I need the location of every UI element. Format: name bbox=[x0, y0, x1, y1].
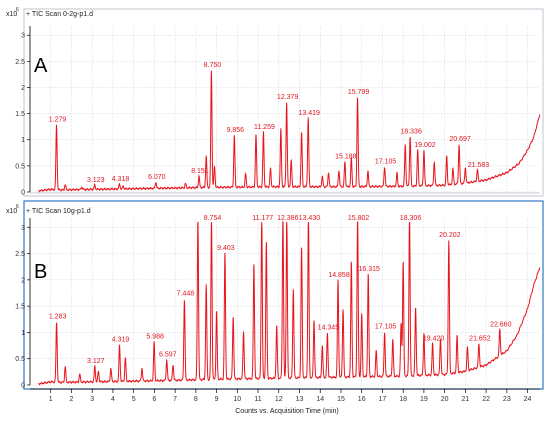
panel-a-scale-label: x10 bbox=[6, 11, 17, 18]
x-tick-label: 2 bbox=[70, 396, 74, 403]
panel-b-y-axis: 0 0.5 1 1.5 2 2.5 3 bbox=[15, 218, 31, 390]
y-tick-label: 0 bbox=[21, 190, 25, 197]
y-tick-label: 2 bbox=[21, 277, 25, 284]
x-tick-label: 1 bbox=[49, 396, 53, 403]
panel-b-tic-trace bbox=[38, 220, 541, 386]
peak-label: 1.279 bbox=[49, 116, 67, 123]
peak-label: 3.127 bbox=[87, 358, 105, 365]
peak-label: 20.697 bbox=[449, 136, 471, 143]
panel-b-scale-exponent: 6 bbox=[16, 204, 19, 210]
peak-label: 21.652 bbox=[469, 336, 491, 343]
peak-label: 15.802 bbox=[348, 215, 370, 222]
peak-label: 15.799 bbox=[348, 89, 370, 96]
y-tick-label: 1.5 bbox=[15, 111, 25, 118]
y-tick-label: 3 bbox=[21, 33, 25, 40]
peak-label: 20.202 bbox=[439, 232, 461, 239]
peak-label: 19.002 bbox=[414, 142, 436, 149]
x-axis-ticks: 1 2 3 4 5 6 7 8 9 10 11 12 13 14 15 16 17 18 19 20 21 22 23 24 bbox=[49, 389, 532, 403]
panel-b-scale-label: x10 bbox=[6, 208, 17, 215]
peak-label: 17.105 bbox=[375, 324, 397, 331]
peak-label: 9.403 bbox=[217, 245, 235, 252]
peak-label: 18.336 bbox=[400, 128, 422, 135]
x-tick-label: 6 bbox=[152, 396, 156, 403]
x-tick-label: 15 bbox=[337, 396, 345, 403]
x-axis-label: Counts vs. Acquisition Time (min) bbox=[235, 408, 338, 415]
x-tick-label: 14 bbox=[316, 396, 324, 403]
peak-label: 3.123 bbox=[87, 177, 105, 184]
x-tick-label: 22 bbox=[482, 396, 490, 403]
y-tick-label: 1 bbox=[21, 330, 25, 337]
x-tick-label: 8 bbox=[194, 396, 198, 403]
peak-label: 4.319 bbox=[112, 337, 130, 344]
peak-label: 6.070 bbox=[148, 174, 166, 181]
y-tick-label: 2.5 bbox=[15, 59, 25, 66]
peak-label: 18.306 bbox=[400, 215, 422, 222]
x-tick-label: 20 bbox=[441, 396, 449, 403]
x-axis: 1 2 3 4 5 6 7 8 9 10 11 12 13 14 15 16 17 18 19 20 21 22 23 24 bbox=[30, 388, 540, 403]
panel-a-tic-trace bbox=[38, 70, 541, 193]
x-tick-label: 7 bbox=[173, 396, 177, 403]
panel-a-letter: A bbox=[34, 55, 48, 77]
x-tick-label: 4 bbox=[111, 396, 115, 403]
panel-b-peak-labels: 1.283 3.127 4.319 5.988 6.597 7.448 8.754 9.403… bbox=[49, 215, 512, 365]
x-tick-label: 12 bbox=[275, 396, 283, 403]
x-tick-label: 18 bbox=[399, 396, 407, 403]
peak-label: 1.283 bbox=[49, 314, 67, 321]
y-tick-label: 0.5 bbox=[15, 163, 25, 170]
peak-label: 15.188 bbox=[335, 154, 357, 161]
y-tick-label: 3 bbox=[21, 225, 25, 232]
y-tick-label: 1.5 bbox=[15, 304, 25, 311]
x-tick-label: 24 bbox=[524, 396, 532, 403]
peak-label: 11.177 bbox=[252, 215, 273, 222]
peak-label: 4.318 bbox=[112, 176, 130, 183]
panel-a-scan-title: + TIC Scan 0-2g-p1.d bbox=[26, 11, 93, 18]
x-tick-label: 19 bbox=[420, 396, 428, 403]
y-tick-label: 2.5 bbox=[15, 251, 25, 258]
y-tick-label: 0 bbox=[21, 383, 25, 390]
panel-b-gridlines bbox=[30, 218, 540, 386]
peak-label: 13.430 bbox=[299, 215, 321, 222]
y-tick-label: 0.5 bbox=[15, 356, 25, 363]
peak-label: 8.754 bbox=[204, 215, 222, 222]
peak-label: 9.856 bbox=[227, 127, 245, 134]
peak-label: 17.105 bbox=[375, 159, 397, 166]
x-tick-label: 5 bbox=[132, 396, 136, 403]
x-tick-label: 16 bbox=[358, 396, 366, 403]
peak-label: 16.315 bbox=[359, 266, 381, 273]
y-tick-label: 1 bbox=[21, 137, 25, 144]
panel-a-peak-labels: 1.279 3.123 4.318 6.070 8.151 8.750 9.856 11.25… bbox=[49, 62, 490, 184]
peak-label: 6.597 bbox=[159, 351, 177, 358]
panel-b-scan-title: + TIC Scan 10g-p1.d bbox=[26, 208, 91, 215]
x-tick-label: 17 bbox=[379, 396, 387, 403]
panel-a-y-axis: 0 0.5 1 1.5 2 2.5 3 bbox=[15, 26, 31, 197]
panel-a-frame bbox=[23, 8, 544, 197]
x-tick-label: 9 bbox=[215, 396, 219, 403]
panel-a-scale-exponent: 6 bbox=[16, 7, 19, 13]
peak-label: 5.988 bbox=[146, 333, 164, 340]
y-tick-label: 2 bbox=[21, 85, 25, 92]
panel-a: x10 6 + TIC Scan 0-2g-p1.d A 0 0.5 1 1.5 2 2.… bbox=[6, 7, 544, 197]
peak-label: 7.448 bbox=[177, 291, 195, 298]
x-tick-label: 11 bbox=[254, 396, 261, 403]
panel-a-gridlines bbox=[30, 26, 540, 193]
peak-label: 14.858 bbox=[328, 272, 350, 279]
peak-label: 21.583 bbox=[468, 162, 490, 169]
peak-label: 8.750 bbox=[204, 62, 222, 69]
x-tick-label: 23 bbox=[503, 396, 511, 403]
x-tick-label: 3 bbox=[90, 396, 94, 403]
x-tick-label: 21 bbox=[461, 396, 469, 403]
x-tick-label: 13 bbox=[296, 396, 304, 403]
peak-label: 12.386 bbox=[277, 215, 299, 222]
panel-b-letter: B bbox=[34, 261, 47, 283]
peak-label: 12.379 bbox=[277, 94, 299, 101]
peak-label: 19.420 bbox=[423, 335, 445, 342]
peak-label: 11.259 bbox=[254, 124, 275, 131]
peak-label: 8.151 bbox=[191, 168, 209, 175]
peak-label: 13.419 bbox=[298, 110, 320, 117]
peak-label: 22.660 bbox=[490, 321, 512, 328]
x-tick-label: 10 bbox=[233, 396, 241, 403]
peak-label: 14.345 bbox=[318, 325, 340, 332]
